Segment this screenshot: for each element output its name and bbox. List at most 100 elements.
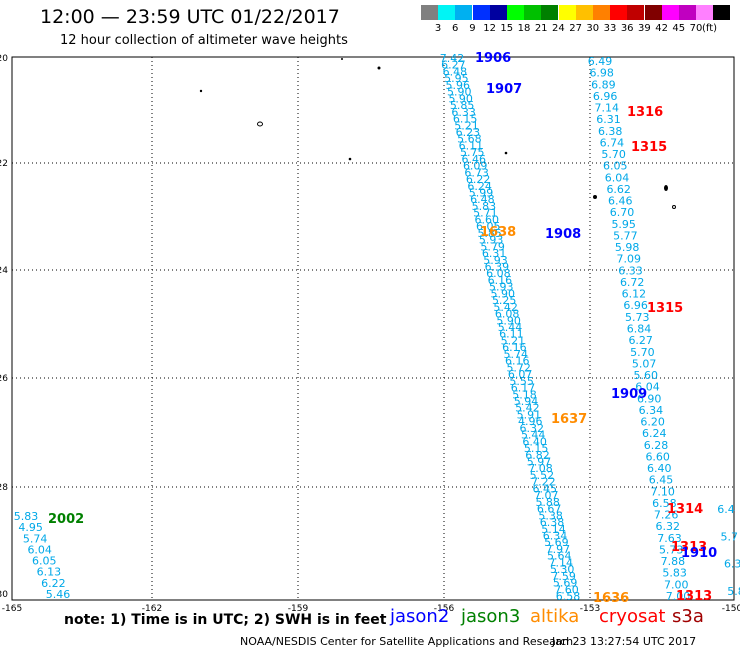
swh-value: 6.32 [520,422,545,435]
lat-axis-label: -22 [0,159,8,169]
pass-time-label: 1907 [486,82,522,97]
swh-value: 6.27 [441,59,466,72]
swh-value: 5.93 [483,254,508,267]
swh-value: 6.16 [488,274,513,287]
island-marker [664,185,668,191]
pass-labels: 1906 1907 1316 1315 1638 1908 1315 1909 1637 2002… [48,51,717,606]
legend-swatch [472,5,490,20]
swh-value: 6.11 [499,328,524,341]
lat-axis-label: -28 [0,483,8,493]
swh-value: 5.18 [512,388,537,401]
page-title: 12:00 — 23:59 UTC 01/22/2017 [40,6,340,28]
swh-value: 5.72 [506,361,531,374]
swh-tracks: 7.426.276.485.955.965.905.905.856.336.15… [14,52,740,603]
swh-value: 7.97 [546,543,571,556]
pass-time-label: 1314 [667,502,703,517]
swh-value: 7.63 [657,532,682,545]
lat-axis-label: -30 [0,590,8,600]
legend-label: 42 [655,23,668,34]
swh-value: 5.14 [541,523,566,536]
lat-axis-label: -24 [0,266,8,276]
swh-value: 7.14 [549,556,574,569]
island-marker [377,66,381,70]
swh-value: 7.26 [654,509,679,522]
lon-axis-label: -156 [434,604,455,614]
legend-swatch [541,5,559,20]
legend-swatch [610,5,628,20]
swh-value: 5.55 [509,375,534,388]
legend-swatch [421,5,438,20]
legend-label: 70 [689,23,703,34]
generated-timestamp: Jan 23 13:27:54 UTC 2017 [552,635,697,648]
swh-value: 5.21 [454,119,479,132]
swh-value: 5.85 [477,227,502,240]
pass-time-label: 1910 [681,546,717,561]
island-marker [348,157,352,161]
swh-value: 5.96 [446,79,471,92]
swh-value: 5.95 [611,218,636,231]
satellite-name: s3a [672,606,704,627]
swh-value: 5.7 [721,530,739,543]
swh-value: 6.82 [525,449,550,462]
swh-value: 6.33 [451,106,476,119]
legend-label: 33 [603,23,617,34]
legend-label: 15 [500,23,514,34]
swh-value: 5.70 [601,148,626,161]
legend-swatch [661,5,679,20]
legend-swatch [489,5,507,20]
swh-value: 5.25 [492,294,517,307]
swh-value: 6.04 [635,381,660,394]
swh-value: 6.3 [724,558,740,571]
pass-time-label: 1637 [551,412,587,427]
swh-value: 6.08 [486,267,511,280]
swh-value: 5.73 [659,544,684,557]
swh-value: 5.71 [473,207,498,220]
swh-value: 5.75 [460,146,485,159]
legend-swatch [438,5,456,20]
swh-value: 6.27 [628,334,653,347]
legend-label: 45 [672,23,686,34]
swh-value: 6.17 [511,382,536,395]
swh-value: 5.44 [498,321,523,334]
swh-value: 6.34 [639,404,664,417]
swh-value: 5.77 [613,230,638,243]
swh-value: 6.48 [443,66,468,79]
swh-value: 4.95 [18,521,43,534]
swh-value: 5.97 [527,456,552,469]
pass-time-label: 1313 [676,589,712,604]
swh-value: 7.60 [554,583,579,596]
lat-axis-label: -26 [0,374,8,384]
island-marker [199,89,203,93]
swh-value: 5.98 [615,241,640,254]
lon-axis-label: -153 [580,604,600,614]
swh-value: 6.40 [522,435,547,448]
swh-value: 5.70 [630,346,655,359]
swh-value: 5.15 [524,442,549,455]
swh-value: 5.93 [489,281,514,294]
credit-line: NOAA/NESDIS Center for Satellite Applica… [240,635,574,648]
swh-value: 5.46 [46,588,71,601]
legend-swatch [507,5,524,20]
swh-value: 7.00 [664,578,689,591]
swh-value: 5.68 [457,133,482,146]
island-marker [504,151,508,155]
swh-value: 6.08 [495,308,520,321]
swh-value: 7.09 [617,253,642,266]
swh-value: 4.96 [518,415,543,428]
swh-value: 6.09 [463,160,488,173]
island-marker [672,205,676,209]
legend-label: 9 [469,23,476,34]
swh-value: 5.44 [521,429,546,442]
swh-value: 5.73 [625,311,650,324]
swh-value: 5.42 [515,402,540,415]
swh-value: 7.10 [650,485,675,498]
pass-time-label: 1315 [631,140,667,155]
swh-value: 6.39 [485,261,510,274]
swh-value: 5.93 [479,234,504,247]
legend-label: 27 [569,23,582,34]
legend-label: 36 [620,23,634,34]
legend-swatch [524,5,542,20]
swh-value: 6.04 [27,543,52,556]
swh-value: 5.99 [469,187,494,200]
